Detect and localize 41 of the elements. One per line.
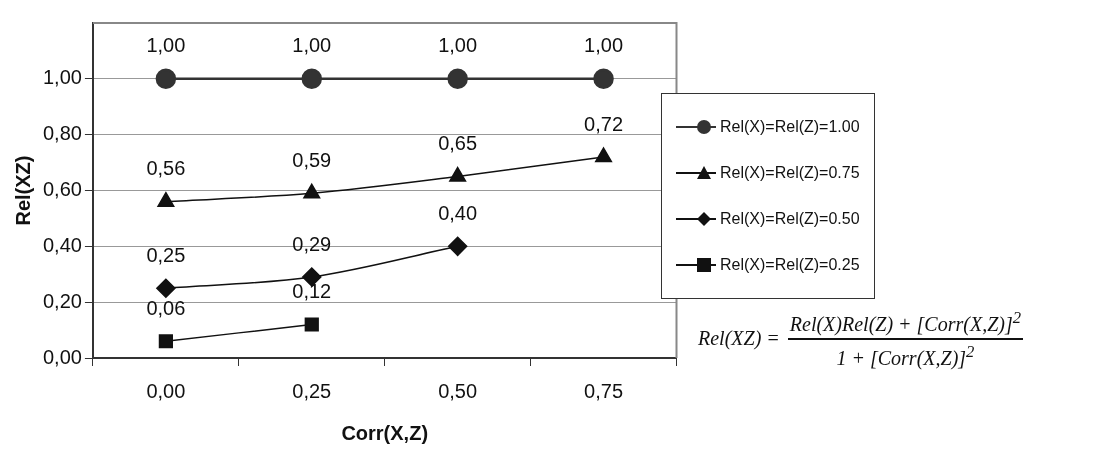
- data-label: 0,25: [146, 243, 186, 266]
- x-tick-label: 0,00: [146, 379, 186, 402]
- x-tick-label: 0,25: [292, 379, 332, 402]
- y-axis-title: Rel(XZ): [11, 155, 34, 226]
- x-tick-label: 0,75: [584, 379, 624, 402]
- legend-label: Rel(X)=Rel(Z)=0.25: [720, 256, 860, 274]
- text: Rel(X)Rel(Z) + [Corr(X,Z)]$^{2}$: [787, 308, 1024, 340]
- data-label: 0,72: [584, 112, 624, 135]
- legend-label: Rel(X)=Rel(Z)=0.50: [720, 210, 860, 228]
- data-label: 0,06: [146, 296, 186, 319]
- legend-label: Rel(X)=Rel(Z)=0.75: [720, 164, 860, 182]
- y-tick-label: 0,40: [42, 233, 82, 256]
- data-label: 0,29: [292, 232, 332, 255]
- legend-label: Rel(X)=Rel(Z)=1.00: [720, 118, 860, 136]
- data-label: 0,40: [438, 201, 478, 224]
- point: [447, 68, 468, 90]
- point: [155, 68, 177, 90]
- data-label: 1,00: [438, 34, 478, 57]
- point: [593, 68, 614, 90]
- y-tick-label: 0,00: [42, 345, 82, 368]
- x-axis-title: Corr(X,Z): [341, 421, 429, 444]
- data-label: 0,12: [292, 280, 332, 303]
- data-label: 0,56: [146, 157, 186, 180]
- point: [301, 68, 323, 90]
- text: 1 + [Corr(X,Z)]$^{2}$: [836, 340, 975, 370]
- y-tick-label: 0,20: [42, 289, 82, 312]
- y-tick-label: 0,60: [42, 178, 82, 201]
- point: [304, 317, 319, 332]
- point: [158, 334, 173, 349]
- x-tick-label: 0,50: [438, 379, 478, 402]
- point: [595, 147, 613, 163]
- y-tick-label: 1,00: [42, 66, 82, 89]
- data-label: 0,59: [292, 148, 332, 171]
- data-label: 1,00: [584, 34, 624, 57]
- point: [156, 278, 176, 298]
- data-label: 1,00: [292, 34, 332, 57]
- y-tick-label: 0,80: [42, 122, 82, 145]
- data-label: 1,00: [146, 34, 186, 57]
- data-label: 0,65: [438, 132, 478, 155]
- text: Rel(XZ) =: [698, 327, 780, 351]
- point: [447, 236, 468, 257]
